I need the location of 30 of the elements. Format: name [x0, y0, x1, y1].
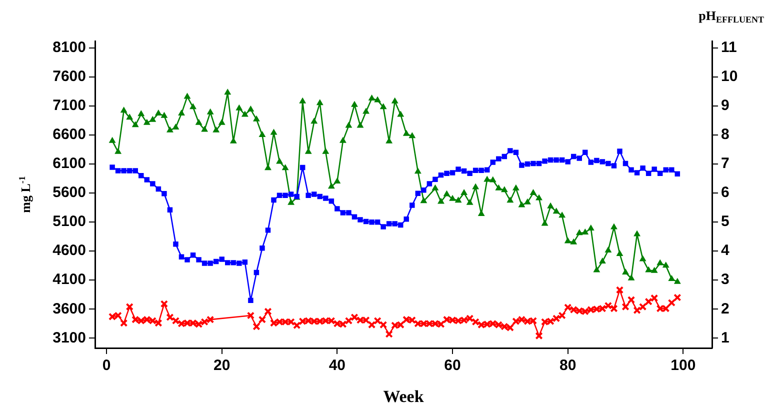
- y2-tick-label: 3: [721, 271, 730, 288]
- x-tick-label: 100: [670, 357, 696, 374]
- y2-tick-label: 4: [721, 242, 730, 260]
- y-tick-label: 3100: [52, 329, 86, 346]
- y2-tick-label: 7: [721, 155, 730, 172]
- y2-tick-label: 9: [721, 97, 730, 114]
- y-tick-label: 8100: [52, 39, 86, 56]
- y-tick-label: 6600: [52, 126, 86, 144]
- x-tick-label: 60: [444, 357, 461, 374]
- y-tick-label: 7100: [52, 97, 86, 114]
- y-tick-label: 3600: [52, 300, 86, 318]
- y-axis-title: mg L-1: [16, 176, 33, 213]
- y2-tick-label: 11: [721, 39, 737, 56]
- y-tick-label: 6100: [52, 155, 86, 172]
- y-tick-label: 7600: [52, 68, 86, 86]
- y2-tick-label: 8: [721, 126, 730, 144]
- y2-tick-label: 1: [721, 329, 730, 346]
- x-tick-label: 20: [214, 357, 230, 374]
- y2-tick-label: 6: [721, 184, 730, 202]
- y2-tick-label: 10: [721, 68, 738, 86]
- y-tick-label: 5600: [52, 184, 86, 202]
- x-tick-label: 0: [102, 357, 111, 374]
- y-tick-label: 4100: [52, 271, 86, 288]
- y-tick-label: 5100: [52, 213, 86, 230]
- y-tick-label: 4600: [52, 242, 86, 260]
- y2-tick-label: 5: [721, 213, 730, 230]
- x-tick-label: 40: [328, 357, 346, 374]
- y2-tick-label: 2: [721, 300, 730, 318]
- x-tick-label: 80: [559, 357, 576, 374]
- x-axis-title: Week: [383, 387, 424, 406]
